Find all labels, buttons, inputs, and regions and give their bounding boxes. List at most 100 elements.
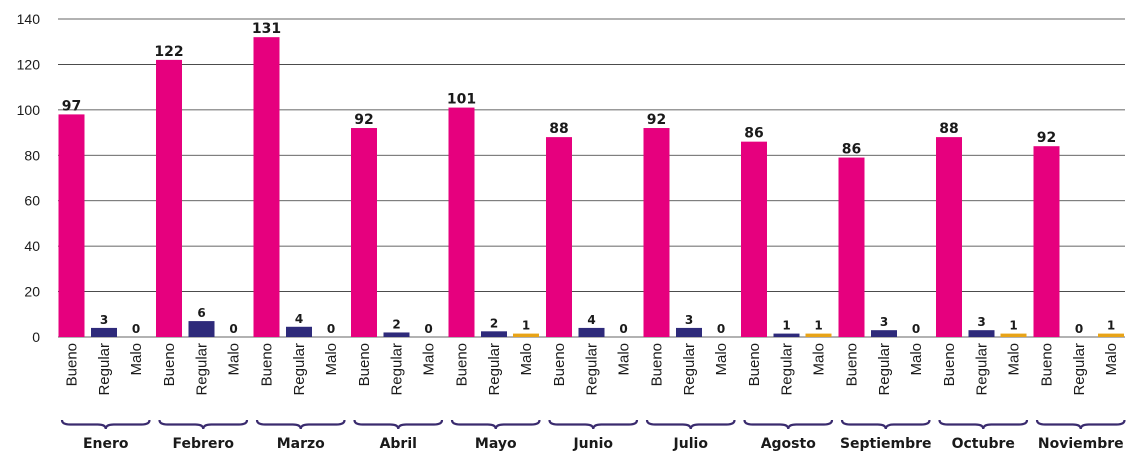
category-label-bueno: Bueno (941, 343, 958, 386)
category-label-malo: Malo (128, 343, 145, 376)
y-axis-tick-labels: 0 20 40 60 80 100 120 140 (17, 11, 41, 345)
bar-agosto-bueno (741, 141, 767, 337)
brace-junio (548, 419, 639, 430)
bar-febrero-bueno (156, 59, 182, 338)
bar-octubre-bueno (936, 137, 962, 337)
data-label: 88 (939, 121, 958, 137)
month-label-mayo: Mayo (475, 436, 517, 452)
y-tick-label: 60 (24, 193, 40, 209)
bar-septiembre-regular (871, 330, 897, 337)
bar-mayo-malo (513, 333, 539, 337)
month-labels: Enero Febrero Marzo Abril Mayo Junio Julio Agos… (83, 436, 1124, 452)
bar-julio-bueno (643, 128, 670, 337)
bar-julio-regular (676, 327, 702, 337)
category-label-regular: Regular (486, 343, 503, 396)
bar-octubre-malo (1000, 333, 1027, 337)
y-tick-label: 140 (17, 11, 41, 27)
data-label: 101 (447, 92, 476, 108)
brace-enero (60, 419, 151, 430)
category-label-bueno: Bueno (746, 343, 763, 386)
category-label-malo: Malo (713, 343, 730, 376)
bar-mayo-regular (481, 331, 507, 337)
brace-octubre (938, 419, 1029, 430)
data-label: 2 (490, 316, 498, 330)
bar-agosto-malo (805, 333, 832, 337)
data-label: 0 (424, 322, 432, 336)
y-tick-label: 20 (24, 284, 40, 300)
category-label-malo: Malo (1006, 343, 1023, 376)
category-label-regular: Regular (96, 343, 113, 396)
category-label-malo: Malo (323, 343, 340, 376)
category-label-bueno: Bueno (259, 343, 276, 386)
data-label: 2 (392, 317, 400, 331)
month-label-febrero: Febrero (173, 436, 235, 452)
bar-abril-bueno (351, 128, 377, 337)
category-label-bueno: Bueno (161, 343, 178, 386)
data-label: 0 (132, 322, 140, 336)
bar-agosto-regular (773, 333, 800, 337)
category-label-regular: Regular (584, 343, 601, 396)
month-label-septiembre: Septiembre (840, 436, 932, 452)
category-label-regular: Regular (389, 343, 406, 396)
bar-junio-bueno (546, 137, 572, 337)
month-label-abril: Abril (380, 436, 417, 452)
month-label-octubre: Octubre (952, 436, 1015, 452)
grid-lines (58, 18, 1125, 338)
data-label: 97 (62, 98, 81, 114)
category-label-bueno: Bueno (454, 343, 471, 386)
month-label-julio: Julio (673, 436, 709, 452)
data-label: 0 (619, 322, 627, 336)
bar-enero-bueno (58, 114, 85, 338)
category-labels: Bueno Regular Malo Bueno Regular Malo Bueno Reg… (64, 343, 1121, 396)
brace-abril (353, 419, 444, 430)
y-tick-label: 0 (32, 329, 40, 345)
data-label: 86 (744, 126, 763, 142)
data-label: 0 (327, 322, 335, 336)
data-label: 4 (587, 313, 595, 327)
data-label: 0 (229, 322, 237, 336)
category-label-bueno: Bueno (64, 343, 81, 386)
category-label-bueno: Bueno (844, 343, 861, 386)
brace-septiembre (840, 419, 931, 430)
category-label-regular: Regular (779, 343, 796, 396)
category-label-malo: Malo (226, 343, 243, 376)
data-label: 131 (252, 21, 281, 37)
category-label-malo: Malo (518, 343, 535, 376)
brace-agosto (743, 419, 834, 430)
data-label: 3 (100, 313, 108, 327)
brace-mayo (450, 419, 541, 430)
data-label: 4 (295, 312, 303, 326)
data-label: 0 (1075, 322, 1083, 336)
data-label: 3 (685, 313, 693, 327)
bar-junio-regular (578, 327, 605, 337)
category-label-regular: Regular (876, 343, 893, 396)
category-label-malo: Malo (616, 343, 633, 376)
bar-marzo-regular (286, 326, 312, 337)
data-label: 0 (717, 322, 725, 336)
category-label-regular: Regular (681, 343, 698, 396)
data-label: 1 (1009, 319, 1017, 333)
bar-septiembre-bueno (838, 157, 865, 337)
bar-enero-regular (91, 327, 117, 337)
brace-noviembre (1035, 419, 1126, 430)
data-label: 92 (1037, 130, 1056, 146)
category-label-malo: Malo (1103, 343, 1120, 376)
bar-abril-regular (383, 332, 410, 337)
category-label-bueno: Bueno (1039, 343, 1056, 386)
month-braces (60, 419, 1126, 430)
y-tick-label: 80 (24, 147, 40, 163)
category-label-malo: Malo (908, 343, 925, 376)
data-label: 88 (549, 121, 568, 137)
category-label-malo: Malo (421, 343, 438, 376)
category-label-bueno: Bueno (356, 343, 373, 386)
data-label: 3 (977, 315, 985, 329)
bar-octubre-regular (968, 330, 995, 337)
data-label: 86 (842, 142, 861, 158)
data-label: 1 (814, 319, 822, 333)
data-label: 3 (880, 315, 888, 329)
category-label-regular: Regular (291, 343, 308, 396)
bar-marzo-bueno (253, 37, 280, 338)
category-label-regular: Regular (1071, 343, 1088, 396)
brace-marzo (255, 419, 346, 430)
